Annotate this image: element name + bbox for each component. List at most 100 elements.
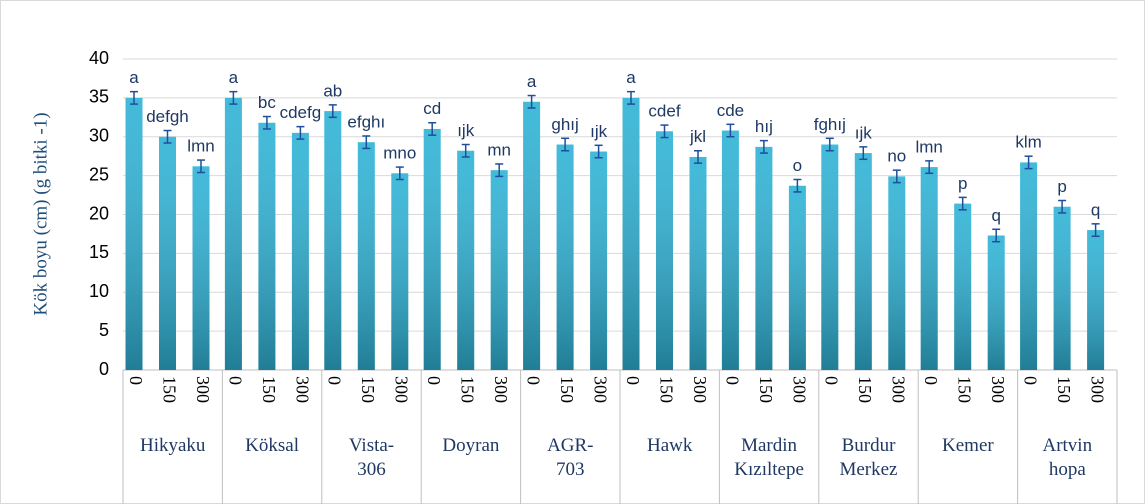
y-tick-label: 25 — [89, 164, 109, 184]
group-label: Doyran — [442, 435, 500, 456]
x-tick-label: 0 — [325, 376, 345, 385]
value-label: q — [1091, 200, 1100, 219]
x-tick-label: 300 — [292, 376, 312, 403]
value-label: a — [229, 68, 239, 87]
x-tick-label: 150 — [159, 376, 179, 403]
x-tick-label: 0 — [523, 376, 543, 385]
group-label: Mardin Kızıltepe — [734, 435, 804, 480]
bar-shade — [291, 132, 309, 370]
group-label: Artvin hopa — [1042, 435, 1093, 480]
bar-shade — [192, 166, 210, 370]
bar-shade — [324, 111, 342, 370]
bar-shade — [821, 144, 839, 370]
y-axis-label: Kök boyu (cm) (g bitki -1) — [30, 112, 51, 315]
y-tick-label: 10 — [89, 281, 109, 301]
value-label: cdef — [648, 102, 680, 121]
value-label: defgh — [146, 107, 189, 126]
x-tick-label: 150 — [1054, 376, 1074, 403]
x-tick-label: 150 — [656, 376, 676, 403]
x-tick-label: 150 — [259, 376, 279, 403]
value-label: hıj — [755, 117, 773, 136]
bar-shade — [622, 97, 640, 370]
group-label: Kemer — [942, 435, 994, 456]
bar-shade — [1053, 206, 1071, 370]
bar-shade — [854, 153, 872, 370]
bar-shade — [125, 97, 143, 370]
bar-shade — [159, 136, 176, 370]
y-tick-label: 35 — [89, 87, 109, 107]
x-tick-label: 0 — [623, 376, 643, 385]
value-label: efghı — [347, 112, 385, 131]
group-label: Hikyaku — [139, 435, 206, 456]
group-label: Hawk — [647, 435, 693, 456]
bar-shade — [258, 122, 276, 370]
x-tick-label: 0 — [822, 376, 842, 385]
x-tick-label: 150 — [458, 376, 478, 403]
bar-shade — [689, 156, 707, 370]
value-label: ab — [323, 81, 342, 100]
value-label: p — [958, 174, 967, 193]
x-tick-label: 150 — [557, 376, 577, 403]
value-label: ıjk — [590, 122, 608, 141]
value-label: lmn — [915, 137, 942, 156]
value-label: bc — [258, 93, 276, 112]
group-label: AGR- 703 — [547, 435, 594, 480]
x-tick-label: 0 — [722, 376, 742, 385]
value-label: a — [626, 68, 636, 87]
value-label: cdefg — [280, 103, 322, 122]
bar-shade — [490, 170, 508, 370]
bar-shade — [1020, 162, 1038, 370]
x-tick-label: 300 — [193, 376, 213, 403]
bar-shade — [590, 151, 608, 370]
value-label: a — [129, 68, 139, 87]
bar-shade — [523, 101, 541, 370]
bar-shade — [755, 146, 773, 370]
value-label: jkl — [689, 127, 706, 146]
value-label: ghıj — [551, 115, 578, 134]
x-tick-label: 0 — [921, 376, 941, 385]
bar-shade — [888, 176, 906, 370]
y-tick-label: 5 — [99, 320, 109, 340]
value-label: lmn — [187, 137, 214, 156]
x-tick-label: 150 — [955, 376, 975, 403]
x-tick-label: 0 — [126, 376, 146, 385]
y-tick-label: 30 — [89, 126, 109, 146]
value-label: cde — [717, 101, 744, 120]
x-tick-label: 300 — [988, 376, 1008, 403]
value-label: ıjk — [855, 123, 873, 142]
x-tick-label: 300 — [690, 376, 710, 403]
x-tick-label: 300 — [590, 376, 610, 403]
bar-shade — [788, 185, 806, 370]
value-label: cd — [423, 99, 441, 118]
x-tick-label: 150 — [358, 376, 378, 403]
value-label: mn — [487, 140, 511, 159]
value-label: mno — [383, 144, 416, 163]
bar-shade — [556, 144, 574, 370]
x-tick-label: 0 — [424, 376, 444, 385]
group-label: Burdur Merkez — [839, 435, 898, 480]
bar-shade — [920, 167, 938, 370]
x-tick-label: 0 — [1020, 376, 1040, 385]
x-tick-label: 300 — [889, 376, 909, 403]
value-label: a — [527, 72, 537, 91]
x-tick-label: 300 — [789, 376, 809, 403]
x-tick-label: 300 — [491, 376, 511, 403]
y-tick-label: 40 — [89, 48, 109, 68]
x-tick-label: 0 — [225, 376, 245, 385]
bar-shade — [423, 128, 441, 370]
bar-shade — [1087, 230, 1105, 370]
value-label: p — [1057, 177, 1066, 196]
value-label: ıjk — [457, 121, 475, 140]
bar-shade — [357, 142, 375, 370]
bar-shade — [224, 97, 242, 370]
group-label: Köksal — [245, 435, 299, 456]
y-tick-label: 20 — [89, 203, 109, 223]
bar-shade — [721, 130, 739, 370]
group-label: Vista- 306 — [348, 435, 395, 480]
x-tick-label: 150 — [855, 376, 875, 403]
x-tick-label: 300 — [1087, 376, 1107, 403]
value-label: fghıj — [814, 115, 846, 134]
y-tick-label: 15 — [89, 242, 109, 262]
